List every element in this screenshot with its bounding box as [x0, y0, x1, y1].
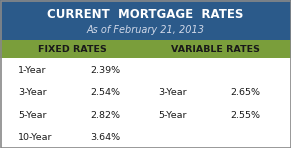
Text: CURRENT  MORTGAGE  RATES: CURRENT MORTGAGE RATES: [47, 8, 244, 21]
Text: 10-Year: 10-Year: [18, 133, 52, 142]
Text: 5-Year: 5-Year: [18, 111, 47, 120]
FancyBboxPatch shape: [0, 40, 291, 58]
Text: 2.39%: 2.39%: [90, 66, 120, 75]
Text: 3.64%: 3.64%: [90, 133, 120, 142]
Text: 2.65%: 2.65%: [230, 88, 260, 97]
Text: FIXED RATES: FIXED RATES: [38, 45, 107, 53]
Text: 2.54%: 2.54%: [90, 88, 120, 97]
Text: 2.55%: 2.55%: [230, 111, 260, 120]
Text: VARIABLE RATES: VARIABLE RATES: [171, 45, 260, 53]
FancyBboxPatch shape: [0, 0, 291, 40]
Text: 2.82%: 2.82%: [90, 111, 120, 120]
Text: 5-Year: 5-Year: [158, 111, 187, 120]
Text: 1-Year: 1-Year: [18, 66, 47, 75]
Text: 3-Year: 3-Year: [158, 88, 187, 97]
Text: As of February 21, 2013: As of February 21, 2013: [86, 25, 205, 35]
Text: 3-Year: 3-Year: [18, 88, 47, 97]
